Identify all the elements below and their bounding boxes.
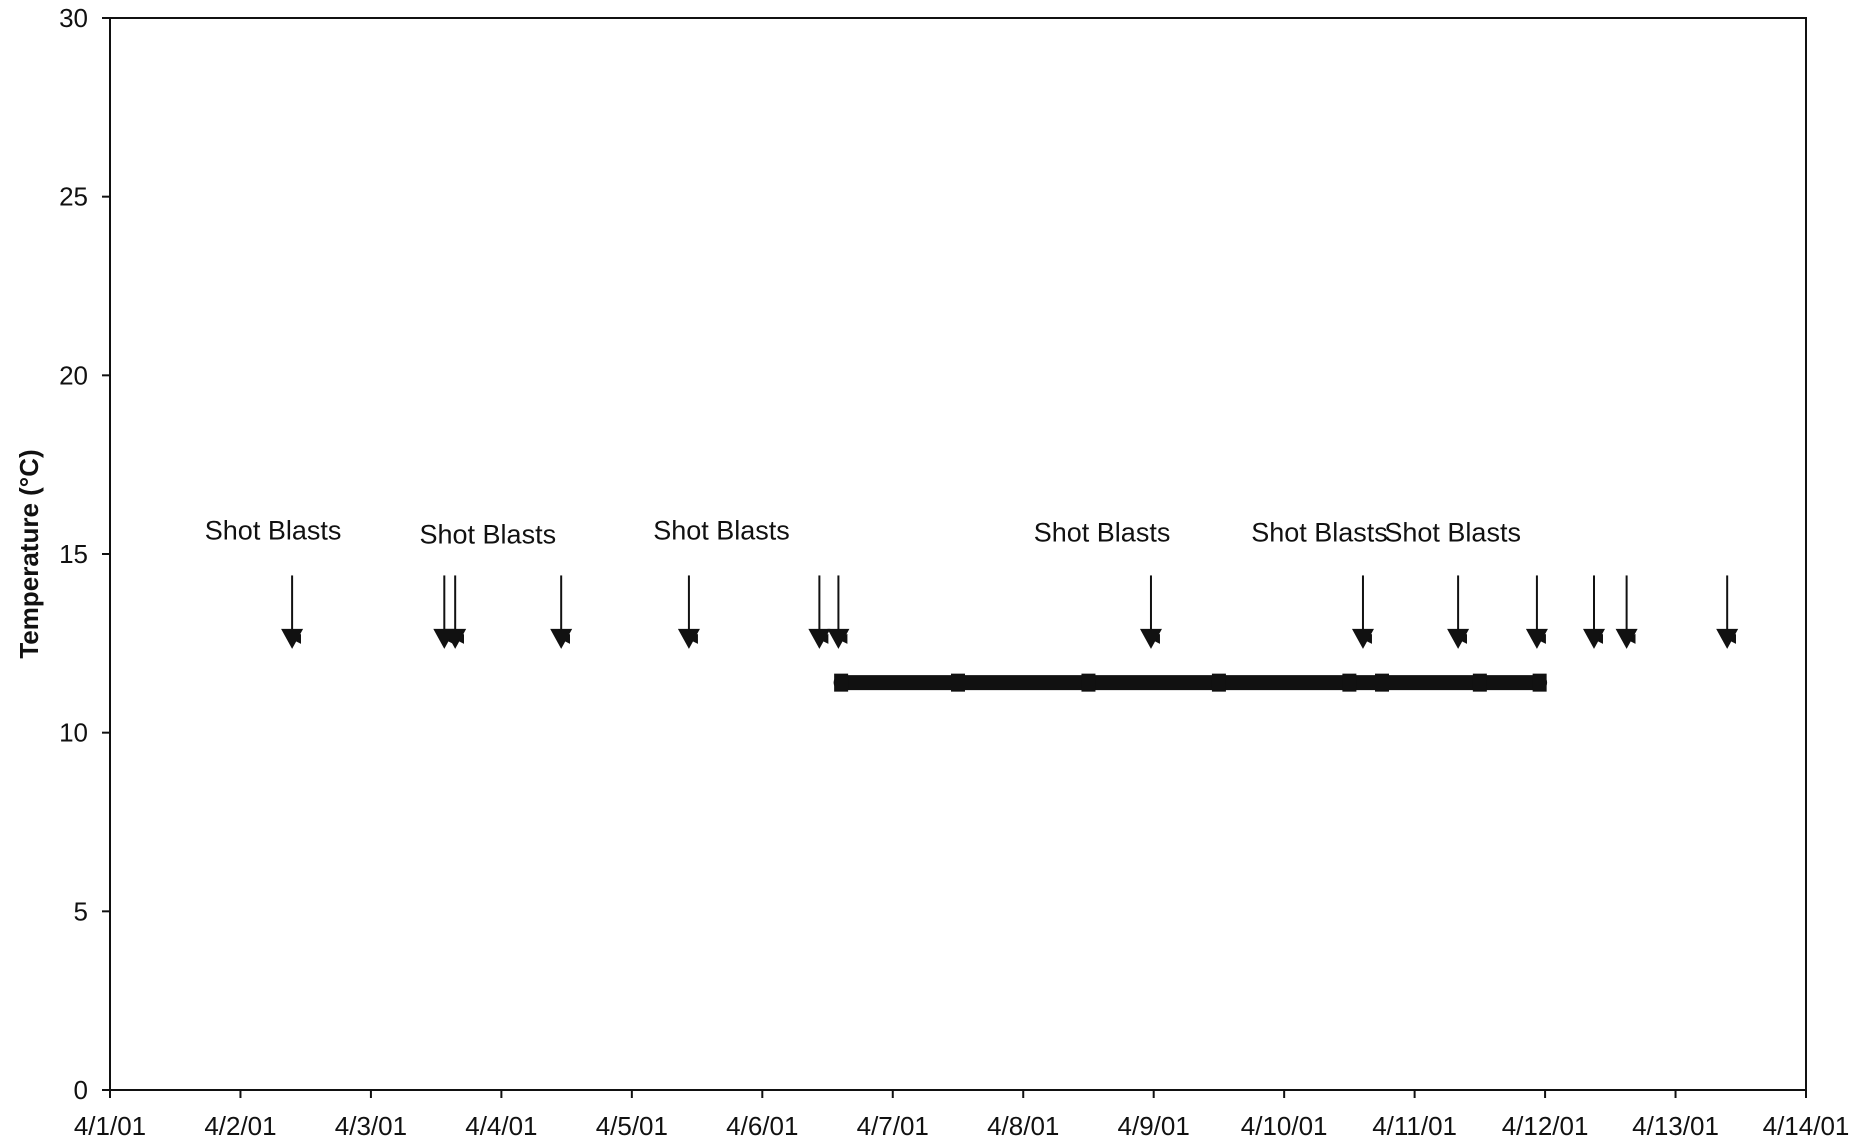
- data-point: [834, 673, 849, 692]
- event-arrowhead: [444, 628, 467, 649]
- series-layer: [833, 673, 1548, 692]
- event-arrowhead: [1583, 628, 1605, 649]
- annotation-label: Shot Blasts: [205, 516, 342, 546]
- event-arrowhead: [1351, 628, 1374, 649]
- x-tick-label: 4/14/01: [1763, 1111, 1850, 1141]
- x-tick-label: 4/11/01: [1372, 1111, 1457, 1141]
- y-tick-label: 30: [59, 3, 88, 33]
- event-arrowhead: [281, 628, 304, 649]
- data-point: [1342, 673, 1357, 692]
- annotation-label: Shot Blasts: [1251, 517, 1388, 547]
- x-tick-label: 4/1/01: [74, 1111, 146, 1141]
- y-tick-label: 5: [74, 896, 88, 926]
- event-arrowhead: [677, 628, 700, 649]
- y-tick-label: 15: [59, 539, 88, 569]
- event-arrowhead: [827, 628, 850, 649]
- x-tick-label: 4/8/01: [987, 1111, 1059, 1141]
- y-axis: 0 5 10 15 20 25 30: [59, 3, 110, 1105]
- data-point: [1081, 673, 1096, 692]
- x-tick-label: 4/5/01: [596, 1111, 668, 1141]
- x-tick-label: 4/13/01: [1632, 1111, 1719, 1141]
- data-point: [1211, 673, 1226, 692]
- event-arrowhead: [1139, 628, 1162, 649]
- x-tick-label: 4/12/01: [1502, 1111, 1589, 1141]
- y-tick-label: 0: [74, 1075, 88, 1105]
- event-arrowhead: [1525, 628, 1548, 649]
- annotation-label: Shot Blasts: [420, 519, 557, 549]
- y-axis-title: Temperature (°C): [14, 449, 44, 658]
- x-axis: 4/1/01 4/2/01 4/3/01 4/4/01 4/5/01 4/6/01 4/7/…: [74, 1090, 1850, 1141]
- annotation-layer: Shot Blasts Shot Blasts Shot Blasts Shot Bl…: [205, 516, 1521, 550]
- data-point: [1472, 673, 1487, 692]
- x-tick-label: 4/9/01: [1118, 1111, 1190, 1141]
- plot-area: [109, 17, 1807, 1091]
- annotation-label: Shot Blasts: [1384, 517, 1521, 547]
- event-arrowhead: [1615, 628, 1638, 649]
- event-arrowhead: [1447, 628, 1470, 649]
- x-tick-label: 4/10/01: [1241, 1111, 1328, 1141]
- x-tick-label: 4/3/01: [335, 1111, 407, 1141]
- data-point: [1375, 673, 1389, 692]
- y-tick-label: 10: [59, 718, 88, 748]
- data-point: [951, 673, 965, 692]
- data-point: [1532, 673, 1547, 692]
- y-tick-label: 25: [59, 182, 88, 212]
- x-tick-label: 4/6/01: [726, 1111, 798, 1141]
- event-arrowhead: [550, 628, 573, 649]
- annotation-label: Shot Blasts: [1034, 517, 1171, 547]
- event-marker-layer: [281, 575, 1739, 649]
- annotation-label: Shot Blasts: [653, 516, 790, 546]
- x-tick-label: 4/2/01: [204, 1111, 276, 1141]
- x-tick-label: 4/4/01: [465, 1111, 537, 1141]
- event-arrowhead: [1716, 628, 1739, 649]
- x-tick-label: 4/7/01: [857, 1111, 929, 1141]
- y-tick-label: 20: [59, 360, 88, 390]
- event-arrowhead: [808, 628, 831, 649]
